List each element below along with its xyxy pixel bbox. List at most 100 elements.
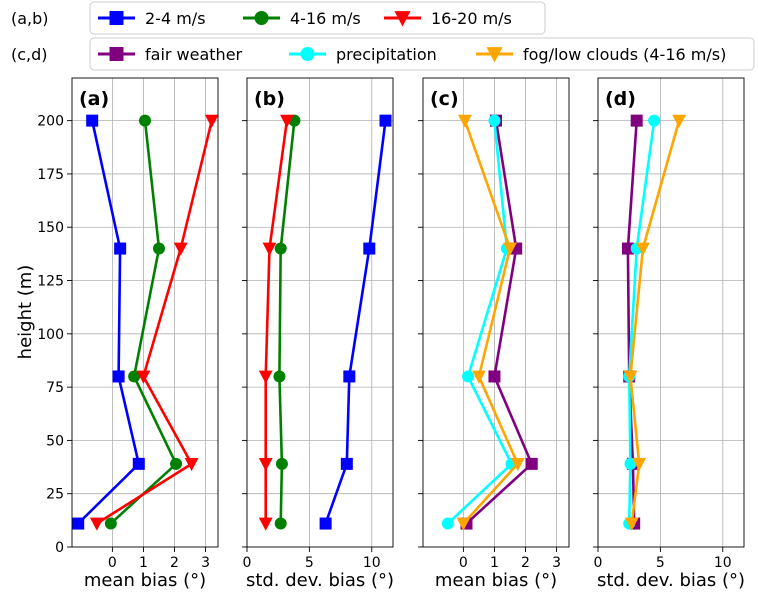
series-4-16-m-s xyxy=(273,114,301,530)
x-ticks: 0 5 10 xyxy=(243,547,381,571)
legend-entry: 4-16 m/s xyxy=(243,9,361,28)
legend-frame xyxy=(89,37,755,71)
legend-tag: (c,d) xyxy=(11,45,48,64)
legend-label: 16-20 m/s xyxy=(431,9,512,28)
y-tick-label: 175 xyxy=(37,167,64,183)
x-tick-label: 1 xyxy=(490,555,499,571)
series-line xyxy=(324,120,387,524)
data-point xyxy=(258,517,273,531)
data-point xyxy=(72,517,85,530)
data-point xyxy=(258,370,273,384)
grid xyxy=(597,78,744,547)
legend-entry: 2-4 m/s xyxy=(98,9,206,28)
axes-frame xyxy=(71,77,219,548)
data-point xyxy=(86,114,99,127)
axes-frame xyxy=(246,77,394,548)
data-point xyxy=(488,114,501,127)
data-point xyxy=(525,457,538,470)
y-ticks: 0 25 50 75 100 125 150 175 200 xyxy=(37,114,72,556)
data-point xyxy=(274,242,287,255)
x-axis-label: mean bias (°) xyxy=(84,570,206,591)
data-point xyxy=(184,457,199,472)
data-point xyxy=(139,114,151,127)
series-16-20-m-s xyxy=(258,114,294,531)
data-point xyxy=(630,114,643,127)
y-ticks xyxy=(593,120,598,548)
y-tick-label: 125 xyxy=(37,274,64,290)
series-fog-low-clouds-4-16-m-s- xyxy=(623,114,687,531)
data-point xyxy=(379,114,392,127)
data-point xyxy=(152,242,165,255)
data-point xyxy=(280,114,294,128)
y-tick-label: 50 xyxy=(46,433,64,449)
data-point xyxy=(632,457,647,472)
series-16-20-m-s xyxy=(89,114,219,531)
y-tick-label: 75 xyxy=(46,380,64,396)
series-2-4-m-s xyxy=(319,114,392,530)
data-point xyxy=(340,457,353,470)
grid xyxy=(72,78,218,547)
x-tick-label: 5 xyxy=(656,555,665,571)
x-tick-label: 10 xyxy=(363,555,381,571)
data-point xyxy=(114,242,127,255)
series-fog-low-clouds-4-16-m-s- xyxy=(456,114,525,531)
legend-label: fog/low clouds (4-16 m/s) xyxy=(523,45,726,64)
legend-marker xyxy=(109,11,124,25)
data-point xyxy=(136,370,151,384)
data-point xyxy=(503,242,517,256)
data-point xyxy=(458,114,472,128)
legend-entry: 16-20 m/s xyxy=(384,9,512,28)
y-tick-label: 200 xyxy=(37,114,64,130)
legend-1: (a,b) 2-4 m/s 4-16 m/s 16-20 m/s xyxy=(11,1,546,35)
legends: (a,b) 2-4 m/s 4-16 m/s 16-20 m/s (c,d) fair w… xyxy=(11,1,755,71)
x-ticks: 0 5 10 xyxy=(594,547,732,571)
axes-frame xyxy=(422,77,570,548)
x-tick-label: 3 xyxy=(552,555,561,571)
y-ticks xyxy=(242,120,247,548)
y-tick-label: 25 xyxy=(46,487,64,503)
data-point xyxy=(456,517,471,531)
legend-marker xyxy=(394,11,411,27)
data-point xyxy=(275,457,288,470)
legend-tag: (a,b) xyxy=(11,9,49,28)
data-point xyxy=(170,457,183,470)
panel-label: (b) xyxy=(254,88,285,110)
x-tick-label: 2 xyxy=(170,555,179,571)
x-tick-label: 0 xyxy=(459,555,468,571)
data-point xyxy=(648,114,661,127)
legend-marker xyxy=(109,47,124,61)
y-tick-label: 100 xyxy=(37,327,64,343)
legend-entry: fair weather xyxy=(98,45,243,64)
y-ticks xyxy=(418,120,423,548)
data-point xyxy=(510,457,525,472)
legend-frame xyxy=(89,1,546,35)
x-tick-label: 1 xyxy=(139,555,148,571)
legend-label: precipitation xyxy=(336,45,437,64)
legend-label: fair weather xyxy=(145,45,243,64)
data-point xyxy=(319,517,332,530)
legend-entry: precipitation xyxy=(289,45,437,64)
x-tick-label: 0 xyxy=(243,555,252,571)
data-point xyxy=(624,517,639,531)
data-point xyxy=(343,370,356,383)
x-axis-label: std. dev. bias (°) xyxy=(597,570,745,591)
data-point xyxy=(472,370,486,384)
legend-marker xyxy=(300,47,315,61)
x-tick-label: 2 xyxy=(521,555,530,571)
data-point xyxy=(363,242,376,255)
legend-entry: fog/low clouds (4-16 m/s) xyxy=(476,45,726,64)
y-tick-label: 150 xyxy=(37,220,64,236)
y-axis-label: height (m) xyxy=(15,265,36,360)
data-point xyxy=(462,370,475,383)
legend-marker xyxy=(486,47,503,63)
x-tick-label: 0 xyxy=(594,555,603,571)
data-point xyxy=(89,517,104,531)
data-point xyxy=(624,457,637,470)
legend-label: 2-4 m/s xyxy=(145,9,206,28)
data-point xyxy=(173,242,188,256)
x-ticks: 0 1 2 3 xyxy=(108,547,210,571)
data-point xyxy=(273,370,286,383)
panel-a: 0 1 2 3 0 25 50 75 100 125 150 175 200 mean bias (°) (… xyxy=(37,77,219,591)
